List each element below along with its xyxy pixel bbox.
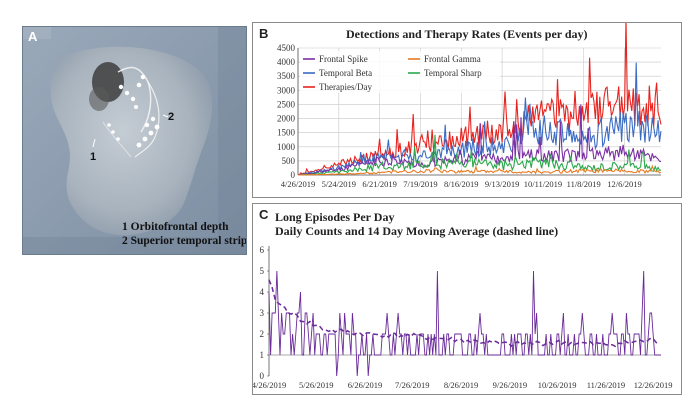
x-tick-label: 11/26/2019 xyxy=(587,380,625,390)
brain-ct-image xyxy=(23,27,246,254)
panel-a-letter: A xyxy=(28,29,38,44)
panel-c-chart: C Long Episodes Per Day Daily Counts and… xyxy=(252,203,682,395)
y-tick-label: 4 xyxy=(260,287,265,297)
y-tick-label: 1000 xyxy=(277,142,296,152)
series-line-temporal-sharp xyxy=(297,134,661,176)
y-tick-label: 6 xyxy=(260,245,265,255)
series-line-frontal-spike xyxy=(297,104,662,176)
callout-2-label: 2 xyxy=(168,111,175,123)
x-tick-label: 12/26/2019 xyxy=(634,380,673,390)
legend-label: Temporal Sharp xyxy=(424,68,482,78)
x-tick-label: 8/26/2019 xyxy=(444,380,478,390)
chart-b-title: Detections and Therapy Rates (Events per… xyxy=(346,27,588,41)
series-line-daily-episodes xyxy=(268,270,661,377)
x-tick-label: 9/26/2019 xyxy=(493,380,527,390)
y-tick-label: 0 xyxy=(291,170,296,180)
panel-b-chart: B Detections and Therapy Rates (Events p… xyxy=(252,22,682,198)
x-tick-label: 4/26/2019 xyxy=(253,380,286,390)
y-tick-label: 4500 xyxy=(277,43,296,53)
x-tick-label: 6/21/2019 xyxy=(362,179,396,189)
x-tick-label: 9/13/2019 xyxy=(485,179,519,189)
series-line-frontal-gamma xyxy=(298,164,662,176)
series-line-temporal-beta xyxy=(297,62,662,176)
y-tick-label: 3000 xyxy=(277,85,296,95)
x-tick-label: 12/6/2019 xyxy=(607,179,641,189)
y-tick-label: 2000 xyxy=(277,114,296,124)
panel-c-letter: C xyxy=(259,207,269,222)
x-tick-label: 10/11/2019 xyxy=(524,179,562,189)
chart-c-title: Long Episodes Per Day xyxy=(275,210,395,224)
y-tick-label: 500 xyxy=(282,156,296,166)
x-tick-label: 6/26/2019 xyxy=(348,380,382,390)
x-tick-label: 4/26/2019 xyxy=(281,179,315,189)
legend-superior-temporal: 2 Superior temporal strip xyxy=(122,235,247,247)
chart-b-plot: 0 500 1000 1500 2000 2500 3000 3500 4000 4500 4/26… xyxy=(277,23,662,189)
y-tick-label: 1 xyxy=(260,350,265,360)
legend-label: Temporal Beta xyxy=(319,68,372,78)
legend-background xyxy=(300,51,500,93)
y-tick-label: 5 xyxy=(260,266,265,276)
series-line-moving-average xyxy=(268,279,660,348)
y-tick-label: 0 xyxy=(260,371,265,381)
x-tick-label: 8/16/2019 xyxy=(444,179,478,189)
y-tick-label: 1500 xyxy=(277,128,296,138)
x-tick-label: 5/24/2019 xyxy=(322,179,356,189)
x-tick-label: 5/26/2019 xyxy=(299,380,333,390)
y-tick-label: 3500 xyxy=(277,71,296,81)
x-tick-label: 7/26/2019 xyxy=(395,380,429,390)
legend-label: Frontal Gamma xyxy=(424,54,481,64)
x-tick-label: 10/26/2019 xyxy=(538,380,577,390)
panel-b-letter: B xyxy=(259,26,269,41)
y-tick-label: 3 xyxy=(260,308,265,318)
x-tick-label: 7/19/2019 xyxy=(403,179,437,189)
callout-1-label: 1 xyxy=(90,151,97,163)
y-tick-label: 4000 xyxy=(277,57,296,67)
legend-orbitofrontal: 1 Orbitofrontal depth xyxy=(122,221,229,233)
y-tick-label: 2 xyxy=(260,329,265,339)
x-tick-label: 11/8/2019 xyxy=(567,179,601,189)
y-tick-label: 2500 xyxy=(277,99,296,109)
panel-a-image: A 1 2 1 Orbitofrontal depth 2 Superior t… xyxy=(22,26,247,255)
chart-c-plot: 0 1 2 3 4 5 6 4/26/2019 5/26/2019 6/26/2019 7/26/2… xyxy=(253,245,673,390)
chart-c-subtitle: Daily Counts and 14 Day Moving Average (… xyxy=(275,224,559,238)
legend-label: Frontal Spike xyxy=(319,54,368,64)
legend-label: Therapies/Day xyxy=(319,82,372,92)
